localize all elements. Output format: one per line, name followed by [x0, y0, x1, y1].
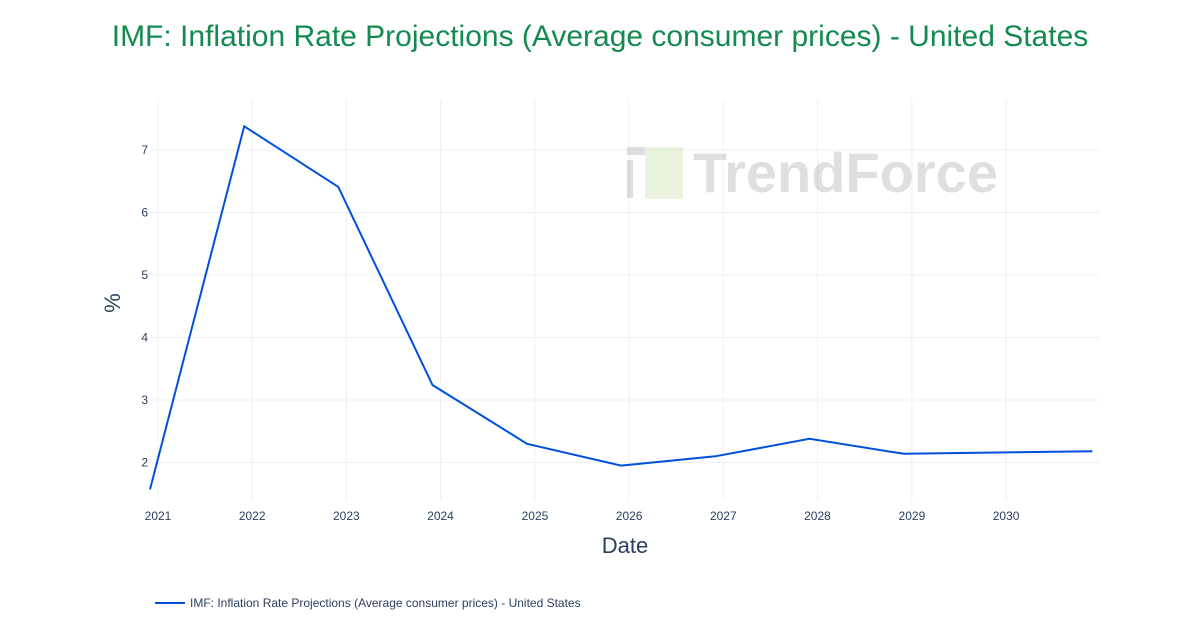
x-tick-label: 2022	[239, 509, 266, 523]
svg-text:TrendForce: TrendForce	[693, 141, 998, 204]
legend-swatch	[155, 602, 185, 604]
y-tick-label: 2	[141, 456, 148, 470]
x-tick-label: 2028	[804, 509, 831, 523]
x-tick-label: 2025	[522, 509, 549, 523]
series-line	[149, 124, 1093, 490]
x-tick-label: 2021	[145, 509, 172, 523]
y-tick-label: 4	[141, 331, 148, 345]
x-tick-label: 2023	[333, 509, 360, 523]
legend-label: IMF: Inflation Rate Projections (Average…	[190, 596, 581, 610]
x-tick-label: 2026	[616, 509, 643, 523]
x-axis-label: Date	[602, 533, 648, 558]
y-tick-label: 3	[141, 393, 148, 407]
y-tick-label: 6	[141, 206, 148, 220]
gridlines	[150, 100, 1100, 500]
x-tick-label: 2027	[710, 509, 737, 523]
x-tick-label: 2029	[899, 509, 926, 523]
chart-title: IMF: Inflation Rate Projections (Average…	[111, 20, 1089, 53]
y-tick-label: 5	[141, 268, 148, 282]
x-tick-label: 2030	[993, 509, 1020, 523]
watermark-logo: TrendForce	[627, 141, 998, 204]
y-axis-label: %	[100, 293, 125, 313]
x-tick-label: 2024	[427, 509, 454, 523]
y-tick-label: 7	[141, 143, 148, 157]
legend[interactable]: IMF: Inflation Rate Projections (Average…	[155, 596, 581, 610]
